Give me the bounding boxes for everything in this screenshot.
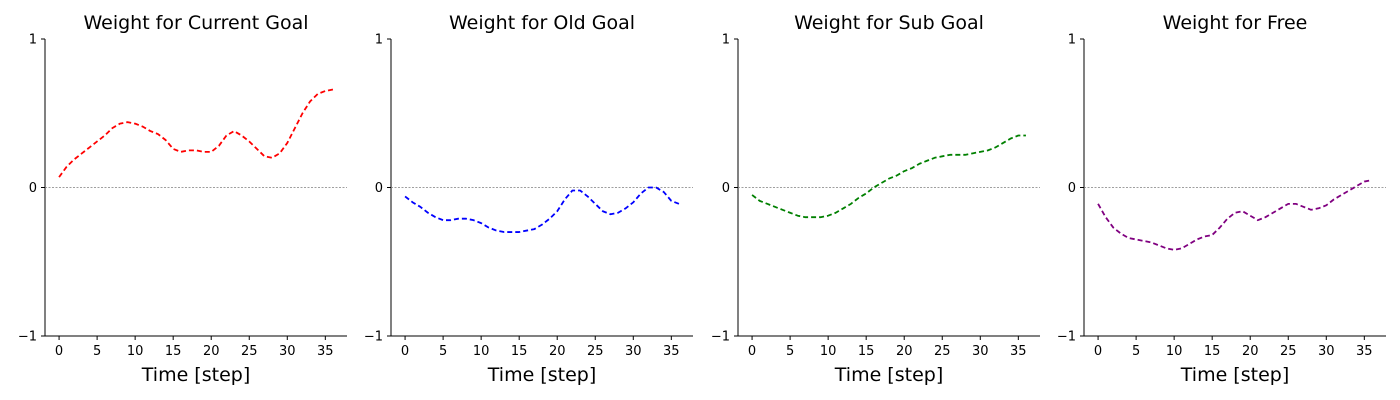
- x-tick-label: 5: [1132, 344, 1140, 359]
- x-tick-label: 35: [1010, 344, 1027, 359]
- x-tick-label: 35: [663, 344, 680, 359]
- y-tick-label: −1: [711, 330, 730, 345]
- y-tick-label: −1: [18, 330, 37, 345]
- x-tick-label: 20: [1242, 344, 1259, 359]
- x-tick-label: 10: [820, 344, 837, 359]
- x-tick-label: 0: [1094, 344, 1102, 359]
- y-tick-label: 1: [1068, 33, 1076, 48]
- x-tick-label: 25: [1280, 344, 1297, 359]
- x-tick-label: 0: [748, 344, 756, 359]
- x-tick-label: 20: [549, 344, 566, 359]
- y-tick-label: 0: [375, 181, 383, 196]
- x-tick-label: 35: [317, 344, 334, 359]
- x-tick-label: 35: [1356, 344, 1373, 359]
- x-tick-label: 0: [401, 344, 409, 359]
- chart-title: Weight for Old Goal: [449, 12, 635, 34]
- x-axis-label: Time [step]: [487, 364, 596, 386]
- x-axis-label: Time [step]: [1180, 364, 1289, 386]
- y-tick-label: 0: [722, 181, 730, 196]
- series-line: [1097, 179, 1373, 251]
- chart-title: Weight for Current Goal: [83, 12, 308, 34]
- y-tick-label: 0: [1068, 181, 1076, 196]
- x-tick-label: 25: [241, 344, 258, 359]
- chart-title: Weight for Free: [1163, 12, 1308, 34]
- x-tick-label: 30: [972, 344, 989, 359]
- x-axis-label: Time [step]: [834, 364, 943, 386]
- x-tick-label: 0: [55, 344, 63, 359]
- x-tick-label: 30: [1318, 344, 1335, 359]
- x-tick-label: 20: [203, 344, 220, 359]
- x-tick-label: 15: [1204, 344, 1221, 359]
- x-tick-label: 30: [625, 344, 642, 359]
- x-tick-label: 10: [1166, 344, 1183, 359]
- y-tick-label: 1: [29, 33, 37, 48]
- y-tick-label: 1: [375, 33, 383, 48]
- x-tick-label: 5: [93, 344, 101, 359]
- x-axis-label: Time [step]: [141, 364, 250, 386]
- x-tick-label: 20: [896, 344, 913, 359]
- y-tick-label: 1: [722, 33, 730, 48]
- x-tick-label: 25: [934, 344, 951, 359]
- x-tick-label: 10: [473, 344, 490, 359]
- chart-title: Weight for Sub Goal: [794, 12, 984, 34]
- x-tick-label: 15: [511, 344, 528, 359]
- series-line: [404, 186, 680, 233]
- x-tick-label: 5: [439, 344, 447, 359]
- series-line: [751, 134, 1026, 219]
- x-tick-label: 15: [858, 344, 875, 359]
- x-tick-label: 30: [279, 344, 296, 359]
- x-tick-label: 10: [127, 344, 144, 359]
- x-tick-label: 15: [165, 344, 182, 359]
- series-line: [58, 88, 334, 178]
- y-tick-label: −1: [1057, 330, 1076, 345]
- y-tick-label: −1: [364, 330, 383, 345]
- x-tick-label: 5: [786, 344, 794, 359]
- y-tick-label: 0: [29, 181, 37, 196]
- x-tick-label: 25: [587, 344, 604, 359]
